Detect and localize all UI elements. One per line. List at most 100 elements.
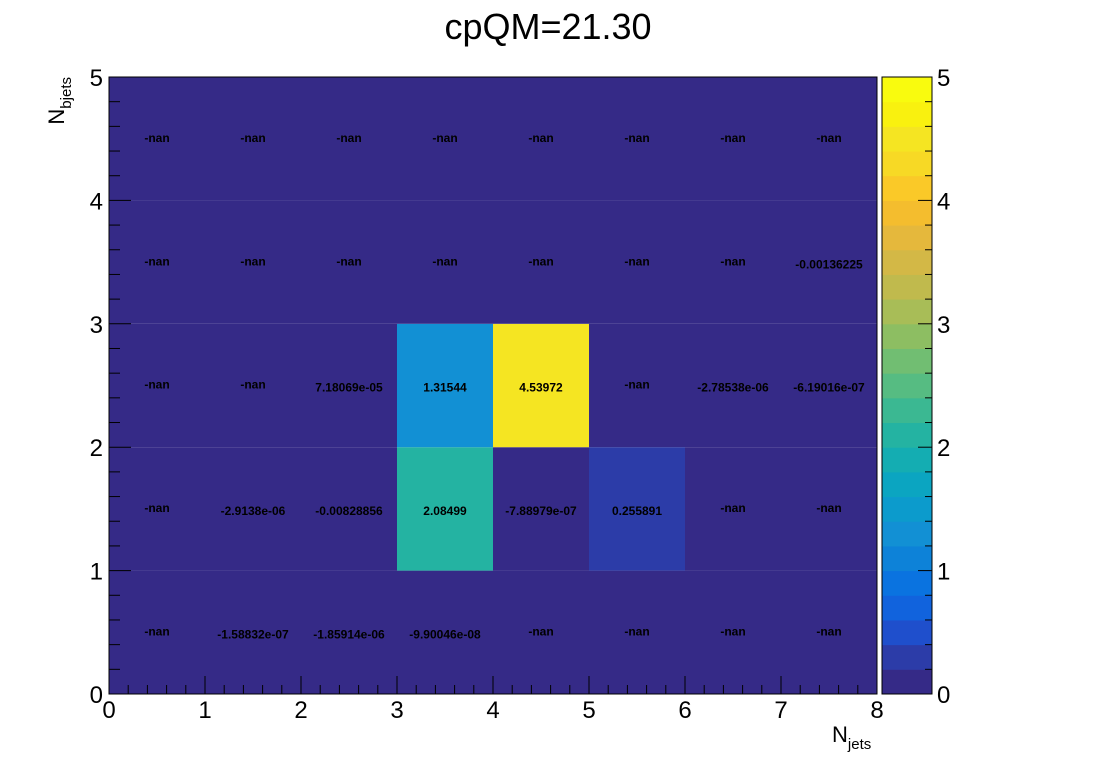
cell-value-label: -2.78538e-06 — [697, 381, 769, 395]
cell-value-label: -nan — [528, 131, 553, 145]
heatmap-cell — [109, 570, 205, 694]
cell-value-label: -nan — [144, 378, 169, 392]
color-scale-step — [882, 225, 932, 251]
heatmap-cell — [109, 200, 205, 324]
x-tick-label: 0 — [102, 697, 115, 724]
color-scale-bar: 0 1 2 3 4 5 — [881, 65, 950, 709]
cell-value-label: -0.00828856 — [315, 504, 383, 518]
cell-value-label: -9.90046e-08 — [409, 627, 481, 641]
color-scale-step — [882, 471, 932, 498]
z-tick-label: 0 — [937, 682, 950, 709]
heatmap-cell — [205, 77, 301, 201]
heatmap-cell — [301, 447, 397, 571]
y-tick-label: 3 — [90, 312, 103, 339]
color-scale-step — [882, 323, 932, 349]
heatmap-cell — [493, 77, 589, 201]
heatmap-cell — [205, 323, 301, 448]
heatmap-cell — [493, 323, 589, 448]
color-scale-step — [882, 619, 932, 646]
cell-value-label: 2.08499 — [423, 504, 467, 518]
y-axis-title-main: N — [44, 109, 69, 125]
color-scale-step — [882, 447, 932, 473]
color-scale-step — [882, 595, 932, 621]
cell-value-label: -nan — [624, 131, 649, 145]
z-tick-label: 5 — [937, 65, 950, 92]
color-scale-step — [882, 669, 932, 695]
heatmap-cell — [685, 570, 781, 694]
x-tick-label: 3 — [390, 697, 403, 724]
x-tick-label: 2 — [294, 697, 307, 724]
cell-value-label: -nan — [240, 378, 265, 392]
color-scale-step — [882, 175, 932, 201]
heatmap-cell — [109, 447, 205, 571]
x-tick-label: 8 — [870, 697, 883, 724]
heatmap-cell — [397, 447, 493, 571]
x-axis-title-subscript: jets — [847, 736, 871, 753]
z-tick-label: 1 — [937, 559, 950, 586]
heatmap-cell — [109, 323, 205, 448]
cell-value-label: -nan — [144, 501, 169, 515]
axis-ticks: 0 1 2 3 4 5 6 7 8 0 1 2 3 4 5 — [90, 65, 884, 724]
cell-value-label: -nan — [336, 131, 361, 145]
color-scale-step — [882, 373, 932, 399]
y-tick-label: 2 — [90, 435, 103, 462]
color-scale-step — [882, 299, 932, 325]
heatmap-cell — [685, 447, 781, 571]
color-scale-step — [882, 77, 932, 103]
heatmap-cell — [685, 323, 781, 448]
cell-value-label: -nan — [144, 131, 169, 145]
x-tick-label: 6 — [678, 697, 691, 724]
color-scale-frame — [881, 76, 933, 695]
cell-value-label: -nan — [816, 624, 841, 638]
cell-value-label: -nan — [720, 624, 745, 638]
color-scale-step — [882, 545, 932, 572]
cell-value-label: 1.31544 — [423, 381, 467, 395]
heatmap-cell — [109, 77, 205, 201]
color-scale-step — [882, 126, 932, 152]
cell-value-label: -nan — [720, 131, 745, 145]
color-scale-step — [882, 249, 932, 275]
heatmap-cell — [301, 323, 397, 448]
y-axis-title: Nbjets — [44, 77, 75, 125]
heatmap-cell — [301, 200, 397, 324]
heatmap-cell — [781, 323, 877, 448]
y-tick-label: 4 — [90, 188, 103, 215]
z-tick-label: 2 — [937, 435, 950, 462]
color-scale-step — [882, 151, 932, 177]
heatmap-cell — [685, 200, 781, 324]
heatmap-cell — [205, 570, 301, 694]
cell-value-label: -nan — [528, 254, 553, 268]
cell-value-label: 0.255891 — [612, 504, 662, 518]
cell-value-labels: -nan -1.58832e-07 -1.85914e-06 -9.90046e-08… — [144, 131, 865, 642]
z-tick-label: 4 — [937, 188, 950, 215]
y-tick-label: 5 — [90, 65, 103, 92]
cell-value-label: -nan — [240, 254, 265, 268]
y-tick-label: 1 — [90, 559, 103, 586]
heatmap-cell — [589, 447, 685, 571]
heatmap-cell — [781, 447, 877, 571]
heatmap-cell — [301, 77, 397, 201]
heatmap-cell — [397, 77, 493, 201]
color-scale-step — [882, 570, 932, 596]
z-tick-label: 3 — [937, 312, 950, 339]
heatmap-cell — [589, 77, 685, 201]
color-scale-step — [882, 348, 932, 374]
heatmap-cells — [109, 77, 877, 694]
heatmap-cell — [397, 323, 493, 448]
cell-value-label: -nan — [624, 378, 649, 392]
cell-value-label: -1.85914e-06 — [313, 627, 385, 641]
cell-value-label: -7.88979e-07 — [505, 504, 577, 518]
cell-value-label: -nan — [720, 501, 745, 515]
cell-value-label: -nan — [240, 131, 265, 145]
cell-value-label: -nan — [816, 131, 841, 145]
heatmap-cell — [397, 200, 493, 324]
cell-value-label: -nan — [144, 624, 169, 638]
heatmap-cell — [397, 570, 493, 694]
heatmap-cell — [781, 77, 877, 201]
heatmap-cell — [781, 570, 877, 694]
heatmap-cell — [493, 447, 589, 571]
heatmap-cell — [685, 77, 781, 201]
x-axis-title-main: N — [832, 722, 848, 747]
heatmap-cell — [589, 570, 685, 694]
